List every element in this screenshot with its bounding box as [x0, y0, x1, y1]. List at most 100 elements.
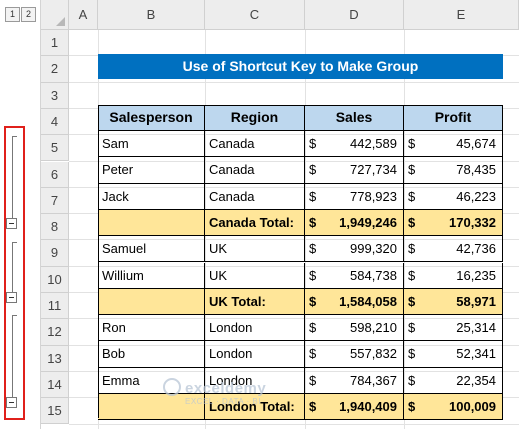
cell-profit[interactable]: $170,332	[404, 209, 503, 237]
column-header-d[interactable]: D	[305, 0, 404, 30]
cell-salesperson[interactable]	[98, 394, 205, 421]
currency-symbol: $	[309, 267, 317, 283]
cell-salesperson[interactable]	[98, 209, 205, 237]
cell-profit[interactable]: $46,223	[404, 183, 503, 210]
cell-sales[interactable]: $584,738	[305, 262, 404, 289]
cell-region[interactable]: Canada	[205, 157, 305, 184]
cell-region[interactable]: London	[205, 341, 305, 368]
cell-region[interactable]: Canada	[205, 183, 305, 210]
currency-symbol: $	[309, 293, 317, 309]
cell-salesperson[interactable]: Bob	[98, 341, 205, 368]
cell-salesperson[interactable]	[98, 288, 205, 316]
cell-sales[interactable]: $778,923	[305, 183, 404, 210]
cell-profit[interactable]: $52,341	[404, 341, 503, 368]
cell-region[interactable]: London	[205, 367, 305, 394]
watermark-brand: exceldemy	[185, 380, 267, 397]
row-header-8[interactable]: 8	[41, 214, 69, 241]
row-header-7[interactable]: 7	[41, 187, 69, 215]
watermark: exceldemy EXCEL · DATA · BI	[163, 378, 267, 406]
row-header-12[interactable]: 12	[41, 319, 69, 346]
column-header-b[interactable]: B	[98, 0, 205, 30]
profit-value: 58,971	[456, 293, 496, 309]
row-header-13[interactable]: 13	[41, 345, 69, 372]
cell-sales[interactable]: $1,940,409	[305, 394, 404, 421]
currency-symbol: $	[309, 162, 317, 178]
cell-profit[interactable]: $42,736	[404, 236, 503, 263]
row-header-5[interactable]: 5	[41, 135, 69, 162]
header-salesperson[interactable]: Salesperson	[98, 105, 205, 131]
group-line	[12, 315, 13, 397]
sales-value: 727,734	[350, 162, 397, 178]
cell-profit[interactable]: $100,009	[404, 394, 503, 421]
currency-symbol: $	[309, 320, 317, 336]
sheet-title[interactable]: Use of Shortcut Key to Make Group	[98, 54, 503, 79]
cell-sales[interactable]: $1,584,058	[305, 288, 404, 316]
profit-value: 42,736	[456, 241, 496, 257]
row-header-15[interactable]: 15	[41, 398, 69, 425]
cell-salesperson[interactable]: Emma	[98, 367, 205, 394]
cell-profit[interactable]: $22,354	[404, 367, 503, 394]
column-header-c[interactable]: C	[205, 0, 305, 30]
cell-sales[interactable]: $1,949,246	[305, 209, 404, 237]
cell-region[interactable]: UK	[205, 236, 305, 263]
cell-sales[interactable]: $598,210	[305, 315, 404, 342]
cell-salesperson[interactable]: Samuel	[98, 236, 205, 263]
cell-region[interactable]: London Total:	[205, 394, 305, 421]
header-profit[interactable]: Profit	[404, 105, 503, 131]
cell-sales[interactable]: $442,589	[305, 131, 404, 158]
collapse-group-button[interactable]	[6, 292, 17, 303]
header-sales[interactable]: Sales	[305, 105, 404, 131]
row-header-14[interactable]: 14	[41, 371, 69, 399]
currency-symbol: $	[408, 214, 416, 230]
cell-region[interactable]: Canada	[205, 131, 305, 158]
cell-sales[interactable]: $727,734	[305, 157, 404, 184]
outline-level-1-button[interactable]: 1	[5, 7, 20, 22]
row-header-10[interactable]: 10	[41, 266, 69, 293]
row-header-3[interactable]: 3	[41, 82, 69, 109]
cell-region[interactable]: UK	[205, 262, 305, 289]
sales-value: 1,940,409	[339, 399, 397, 414]
cell-sales[interactable]: $999,320	[305, 236, 404, 263]
row-header-6[interactable]: 6	[41, 161, 69, 188]
cell-profit[interactable]: $25,314	[404, 315, 503, 342]
row-header-1[interactable]: 1	[41, 30, 69, 57]
cell-sales[interactable]: $784,367	[305, 367, 404, 394]
profit-value: 16,235	[456, 267, 496, 283]
collapse-group-button[interactable]	[6, 218, 17, 229]
exceldemy-logo-icon	[163, 378, 181, 396]
column-header-a[interactable]: A	[69, 0, 98, 30]
cell-region[interactable]: UK Total:	[205, 288, 305, 316]
sales-value: 778,923	[350, 188, 397, 204]
group-bracket-start	[12, 242, 17, 243]
cell-salesperson[interactable]: Jack	[98, 183, 205, 210]
group-bracket-start	[12, 315, 17, 316]
column-header-e[interactable]: E	[404, 0, 519, 30]
collapse-group-button[interactable]	[6, 397, 17, 408]
cell-salesperson[interactable]: Willium	[98, 262, 205, 289]
currency-symbol: $	[309, 214, 317, 230]
profit-value: 46,223	[456, 188, 496, 204]
header-region[interactable]: Region	[205, 105, 305, 131]
sales-value: 598,210	[350, 320, 397, 336]
cell-region[interactable]: London	[205, 315, 305, 342]
cell-profit[interactable]: $78,435	[404, 157, 503, 184]
cell-profit[interactable]: $58,971	[404, 288, 503, 316]
currency-symbol: $	[408, 162, 416, 178]
cell-sales[interactable]: $557,832	[305, 341, 404, 368]
cell-salesperson[interactable]: Ron	[98, 315, 205, 342]
select-all-corner[interactable]	[41, 0, 69, 30]
sales-value: 999,320	[350, 241, 397, 257]
row-header-11[interactable]: 11	[41, 293, 69, 320]
row-header-4[interactable]: 4	[41, 108, 69, 136]
currency-symbol: $	[408, 241, 416, 257]
currency-symbol: $	[408, 188, 416, 204]
cell-region[interactable]: Canada Total:	[205, 209, 305, 237]
cell-profit[interactable]: $16,235	[404, 262, 503, 289]
cell-salesperson[interactable]: Sam	[98, 131, 205, 158]
cell-profit[interactable]: $45,674	[404, 131, 503, 158]
currency-symbol: $	[408, 399, 416, 414]
row-header-9[interactable]: 9	[41, 240, 69, 267]
cell-salesperson[interactable]: Peter	[98, 157, 205, 184]
row-header-2[interactable]: 2	[41, 56, 69, 83]
outline-level-2-button[interactable]: 2	[21, 7, 36, 22]
